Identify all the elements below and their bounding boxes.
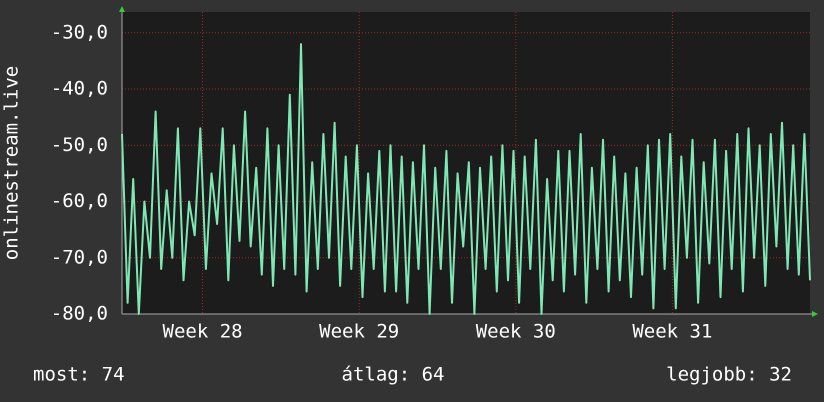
plot-area (122, 12, 810, 314)
y-arrow (119, 6, 125, 12)
x-arrow (812, 311, 818, 317)
y-tick-label: -80,0 (51, 303, 108, 325)
y-tick-label: -50,0 (51, 134, 108, 156)
x-tick-label: Week 28 (163, 321, 243, 343)
legend-average: átlag: 64 (342, 364, 445, 386)
x-tick-label: Week 31 (632, 321, 712, 343)
legend-current: most: 74 (33, 364, 125, 386)
y-axis-label: onlinestream.live (1, 66, 23, 260)
legend-best: legjobb: 32 (666, 364, 792, 386)
x-tick-label: Week 29 (319, 321, 399, 343)
y-tick-label: -60,0 (51, 190, 108, 212)
y-tick-label: -30,0 (51, 21, 108, 43)
y-tick-label: -70,0 (51, 246, 108, 268)
y-tick-label: -40,0 (51, 78, 108, 100)
x-tick-label: Week 30 (476, 321, 556, 343)
data-line (121, 43, 811, 315)
